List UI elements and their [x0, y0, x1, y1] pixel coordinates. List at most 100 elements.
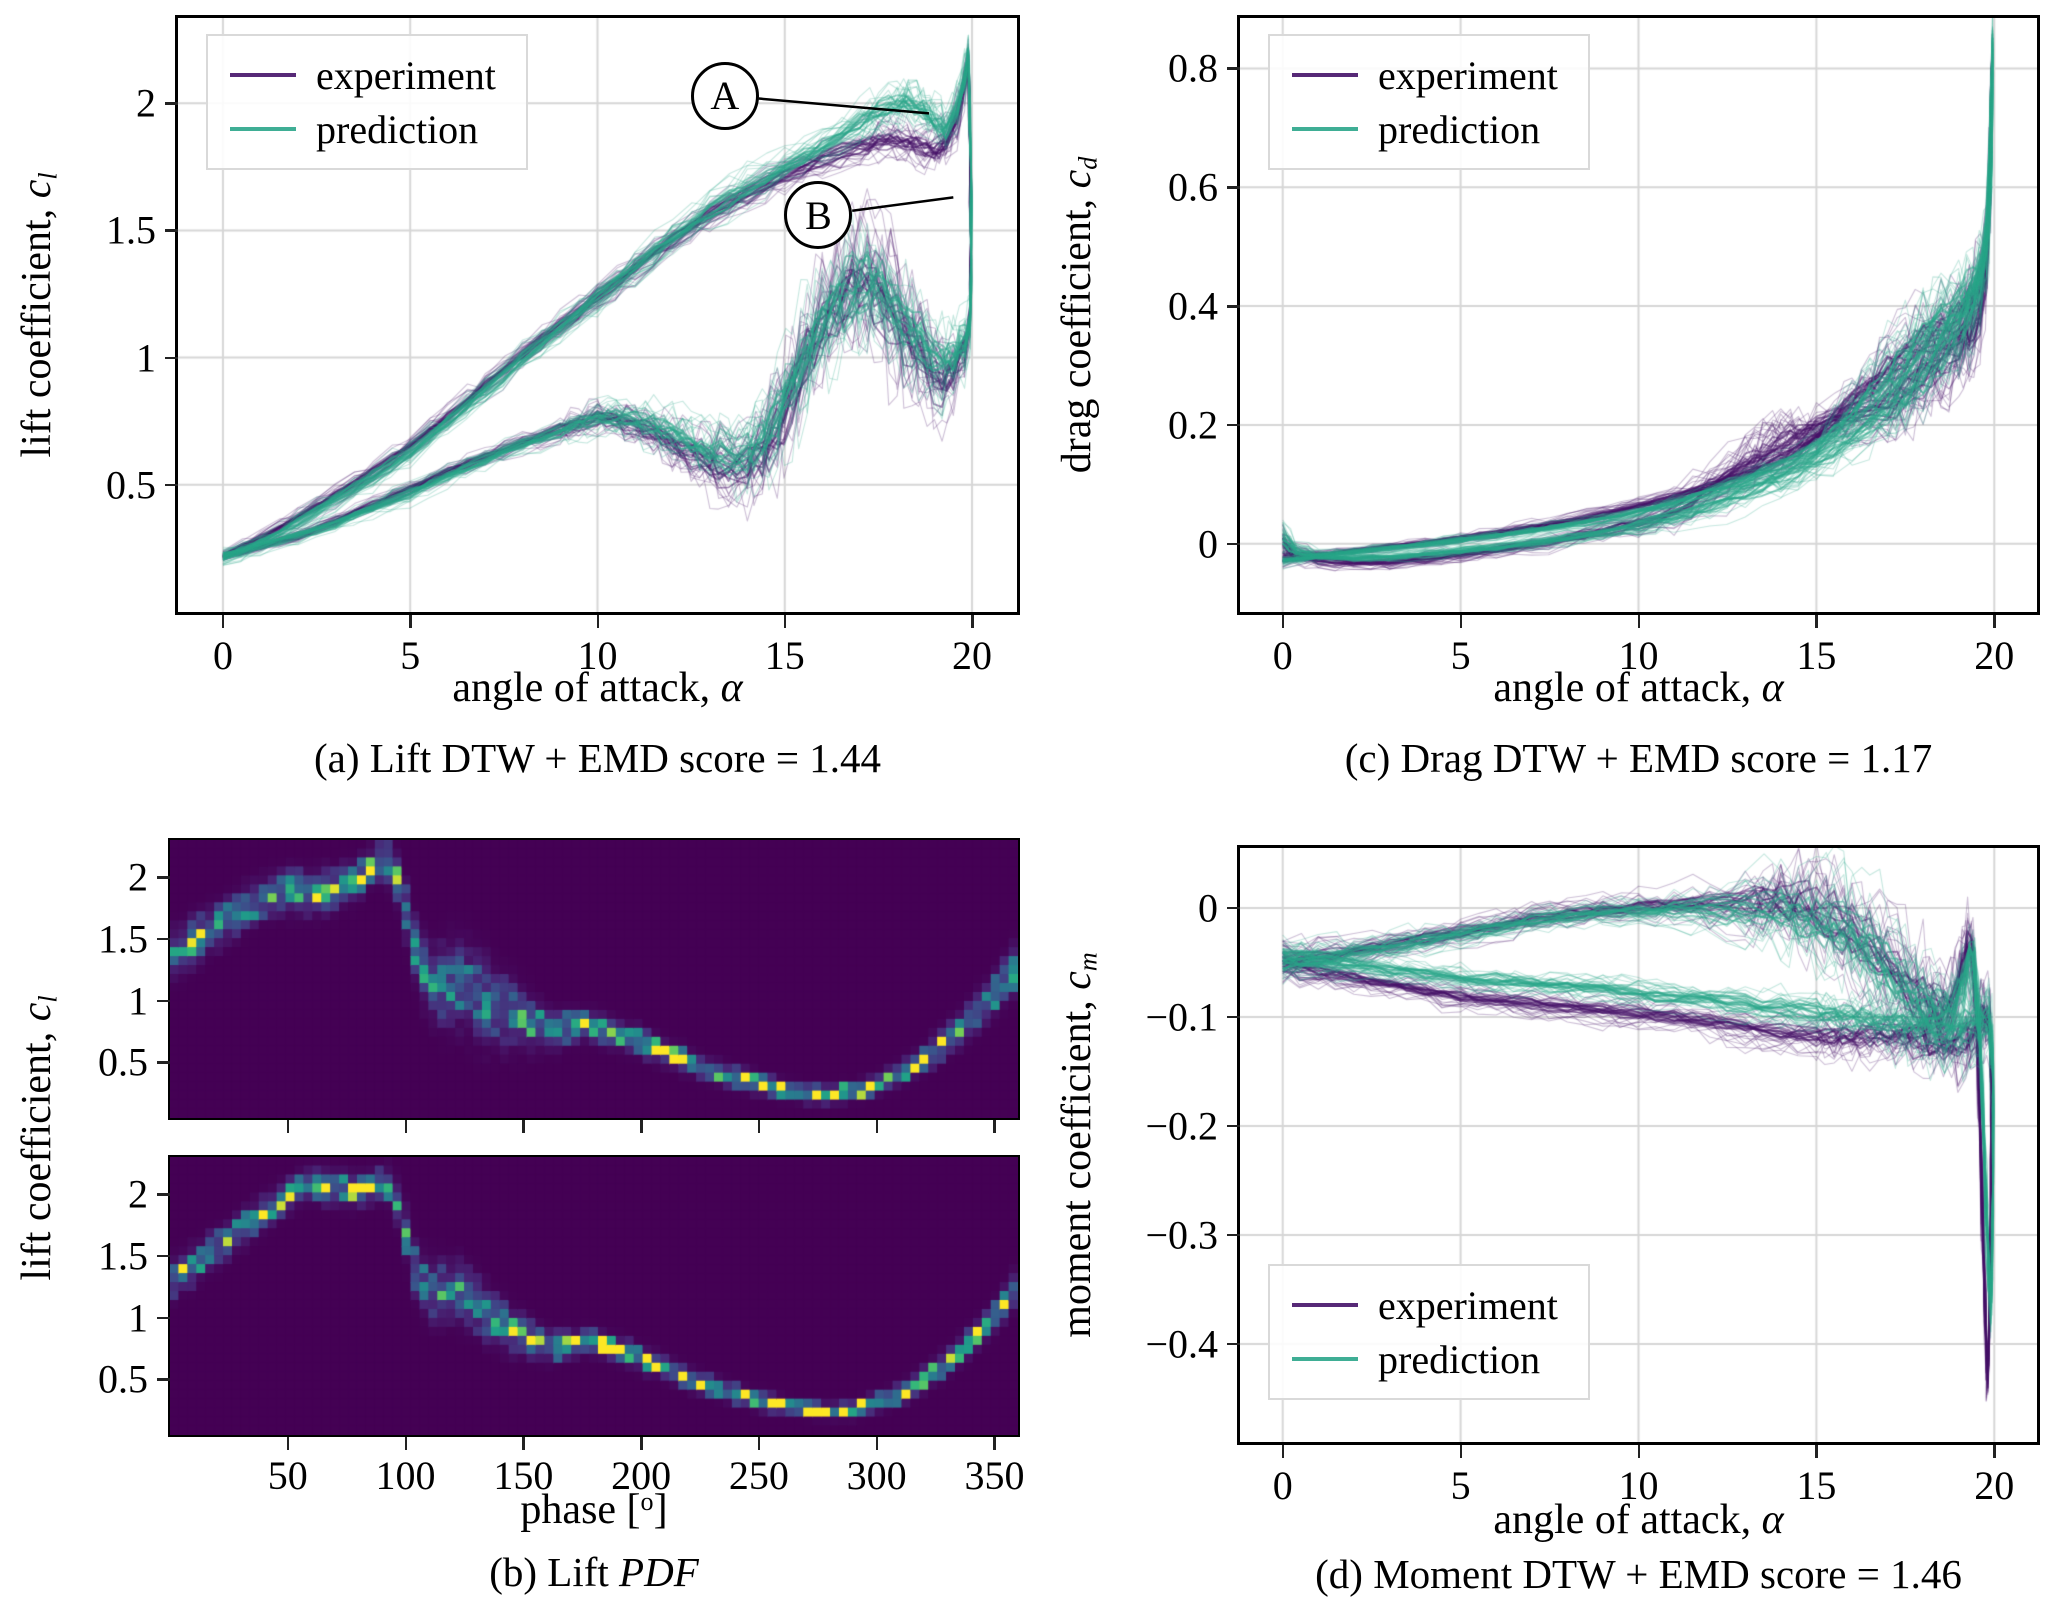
axis-tick-mark — [757, 1120, 761, 1133]
legend-item-experiment: experiment — [1292, 1278, 1558, 1332]
axis-tick-label: 1.5 — [98, 1233, 148, 1279]
axis-tick-label: 0.8 — [1168, 45, 1218, 91]
axis-tick-mark — [1227, 542, 1240, 546]
axis-tick-mark — [1281, 1445, 1285, 1458]
caption-c: (c) Drag DTW + EMD score = 1.17 — [1344, 735, 1933, 781]
axis-tick-mark — [404, 1437, 408, 1450]
axis-tick-label: 5 — [1450, 1463, 1471, 1508]
caption-a: (a) Lift DTW + EMD score = 1.44 — [314, 735, 881, 781]
label-part: c — [13, 179, 60, 199]
y-axis-label-moment: moment coefficient, cm — [1053, 952, 1104, 1337]
x-axis-label-drag: angle of attack, α — [1237, 664, 2040, 712]
lift-pdf-heatmap-experiment — [168, 838, 1020, 1120]
axis-tick-mark — [757, 1437, 761, 1450]
axis-tick-mark — [971, 615, 974, 628]
axis-tick-label: 1 — [128, 978, 148, 1024]
axis-tick-mark — [1227, 305, 1240, 308]
axis-tick-label: 2 — [136, 80, 156, 126]
axis-tick-mark — [1993, 615, 1996, 628]
label-part: c — [13, 1002, 60, 1022]
axis-tick-mark — [640, 1120, 643, 1133]
axis-tick-mark — [1637, 615, 1640, 628]
axis-tick-label: 20 — [1974, 633, 2015, 678]
axis-tick-mark — [522, 1437, 525, 1450]
annotation-circle-A: A — [690, 61, 759, 130]
axis-tick-label: 5 — [1450, 633, 1471, 678]
axis-tick-label: 5 — [400, 633, 421, 678]
axis-tick-mark — [640, 1437, 643, 1450]
axis-tick-label: −0.2 — [1145, 1103, 1218, 1149]
axis-tick-label: 100 — [375, 1453, 436, 1498]
plot-area-drag: experiment prediction — [1237, 15, 2040, 615]
axis-tick-mark — [1227, 1233, 1240, 1237]
axis-tick-label: 10 — [577, 633, 618, 678]
prediction-line-swatch — [1292, 127, 1358, 131]
label-part: angle of attack, — [1493, 1497, 1762, 1543]
axis-tick-mark — [993, 1120, 996, 1133]
label-part: o — [640, 1486, 654, 1516]
axis-tick-mark — [1227, 1015, 1240, 1019]
axis-tick-mark — [1227, 423, 1240, 427]
prediction-line-swatch — [230, 127, 296, 131]
axis-tick-mark — [221, 615, 225, 628]
annotation-A-label: A — [710, 73, 740, 119]
axis-tick-mark — [1227, 906, 1240, 910]
axis-tick-label: 1 — [136, 335, 156, 381]
axis-tick-mark — [1227, 67, 1240, 70]
label-part: α — [1761, 665, 1784, 711]
axis-tick-label: 1.5 — [106, 207, 156, 253]
legend-item-experiment: experiment — [1292, 48, 1558, 102]
label-part: l — [33, 172, 63, 180]
x-axis-label-lift: angle of attack, α — [175, 664, 1020, 712]
axis-tick-label: 300 — [846, 1453, 907, 1498]
axis-tick-label: 0.6 — [1168, 164, 1218, 210]
axis-tick-mark — [165, 356, 178, 360]
axis-tick-mark — [1815, 1445, 1818, 1458]
axis-tick-mark — [1637, 1445, 1640, 1458]
axis-tick-mark — [1459, 615, 1463, 628]
axis-tick-label: 1.5 — [98, 916, 148, 962]
axis-tick-mark — [875, 1437, 879, 1450]
axis-tick-mark — [1993, 1445, 1996, 1458]
axis-tick-label: 20 — [952, 633, 993, 678]
plot-area-moment: experiment prediction — [1237, 845, 2040, 1445]
y-axis-label-drag: drag coefficient, cd — [1053, 157, 1104, 474]
label-part: moment coefficient, — [1053, 989, 1100, 1338]
caption-d: (d) Moment DTW + EMD score = 1.46 — [1315, 1551, 1962, 1597]
axis-tick-label: 20 — [1974, 1463, 2015, 1508]
experiment-line-swatch — [1292, 73, 1358, 77]
legend-item-prediction: prediction — [1292, 102, 1558, 156]
label-part: ] — [653, 1487, 668, 1533]
axis-tick-mark — [165, 483, 178, 487]
axis-tick-label: 250 — [728, 1453, 789, 1498]
axis-tick-label: 10 — [1618, 1463, 1659, 1508]
experiment-line-swatch — [230, 73, 296, 77]
axis-tick-mark — [157, 1378, 170, 1381]
axis-tick-label: 10 — [1618, 633, 1659, 678]
axis-tick-mark — [157, 876, 170, 879]
axis-tick-label: −0.1 — [1145, 994, 1218, 1040]
axis-tick-mark — [286, 1437, 290, 1450]
axis-tick-mark — [1227, 1124, 1240, 1128]
label-part: c — [1053, 169, 1100, 189]
axis-tick-label: 1 — [128, 1295, 148, 1341]
axis-tick-mark — [993, 1437, 996, 1450]
lift-pdf-heatmap-prediction — [168, 1155, 1020, 1437]
axis-tick-mark — [783, 615, 787, 628]
legend-lift: experiment prediction — [206, 34, 528, 170]
prediction-line-swatch — [1292, 1357, 1358, 1361]
axis-tick-label: 2 — [128, 1171, 148, 1217]
axis-tick-mark — [1227, 1342, 1240, 1346]
axis-tick-mark — [409, 615, 412, 628]
axis-tick-label: 15 — [1796, 633, 1837, 678]
axis-tick-label: 0.5 — [98, 1356, 148, 1402]
axis-tick-label: −0.4 — [1145, 1321, 1218, 1367]
axis-tick-label: 2 — [128, 854, 148, 900]
label-part: phase [ — [520, 1487, 641, 1533]
legend-label-prediction: prediction — [316, 106, 479, 152]
label-part: d — [1073, 156, 1103, 170]
axis-tick-label: 0.5 — [106, 462, 156, 508]
label-part: angle of attack, — [1493, 665, 1762, 711]
label-part: lift coefficient, — [13, 198, 60, 458]
axis-tick-mark — [157, 999, 170, 1003]
